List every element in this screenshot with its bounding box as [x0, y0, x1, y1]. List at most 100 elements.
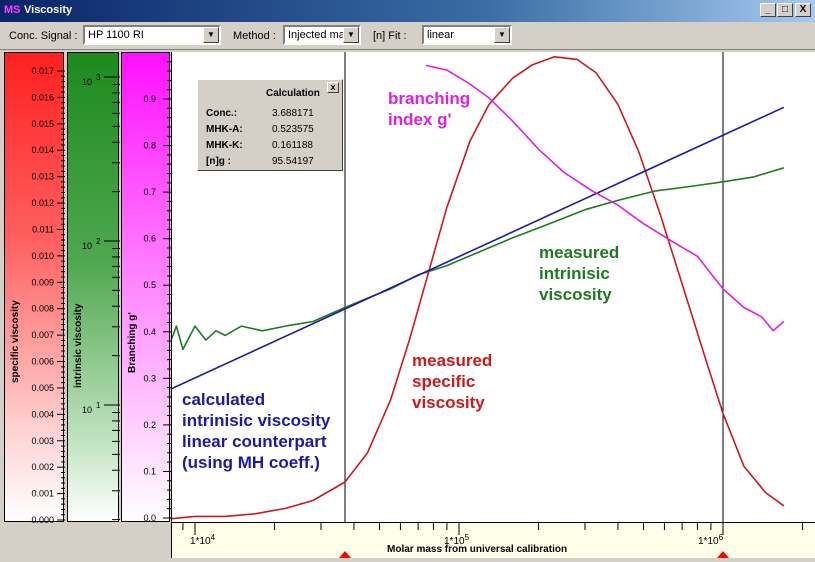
x-tick-exp: 4: [210, 533, 216, 542]
chevron-down-icon[interactable]: ▼: [343, 27, 359, 43]
specific-tick-label: 0.000: [31, 515, 54, 523]
close-icon[interactable]: x: [327, 82, 339, 93]
window-title: Viscosity: [24, 4, 73, 16]
branching-tick-label: 0.2: [143, 420, 156, 430]
annotation-line: intrinisic viscosity: [182, 411, 331, 430]
intrinsic-tick-base: 10: [82, 77, 92, 87]
calc-key: Conc.:: [206, 108, 238, 119]
cursor-marker: [717, 551, 729, 558]
calc-key: MHK-K:: [206, 140, 243, 151]
annotation-line: branching: [388, 89, 471, 108]
branching-tick-label: 0.8: [143, 141, 156, 151]
intrinsic-tick-exp: 2: [96, 237, 101, 246]
conc-signal-select[interactable]: HP 1100 RI ▼: [83, 25, 221, 45]
annotation-line: index g': [388, 110, 452, 129]
branching-tick-label: 0.5: [143, 280, 156, 290]
calc-key: [n]g :: [206, 156, 231, 167]
x-tick-label-1e5: 1*105: [444, 533, 470, 547]
specific-tick-label: 0.002: [31, 462, 54, 472]
calc-value: 0.523575: [272, 124, 314, 135]
x-tick-exp: 6: [718, 533, 724, 542]
calculated-viscosity-line: [172, 106, 785, 390]
minimize-button[interactable]: _: [760, 3, 776, 17]
intrinsic-tick-exp: 1: [96, 401, 101, 410]
branching-axis-label: Branching g': [127, 312, 138, 373]
chevron-down-icon[interactable]: ▼: [494, 27, 510, 43]
specific-viscosity-ticks: 0.017 0.016 0.015 0.014 0.013 0.012 0.011 0.010…: [31, 66, 65, 525]
method-label: Method :: [233, 30, 276, 42]
app-logo: MS: [4, 4, 21, 16]
conc-signal-label: Conc. Signal :: [9, 30, 78, 42]
annotation-line: measured: [539, 243, 620, 262]
intrinsic-viscosity-axis-label: intrinsic viscosity: [73, 303, 84, 388]
close-button[interactable]: X: [795, 3, 811, 17]
fit-value: linear: [427, 29, 454, 41]
specific-tick-label: 0.001: [31, 489, 54, 499]
branching-tick-label: 0.1: [143, 466, 156, 476]
specific-viscosity-axis-label: specific viscosity: [10, 300, 21, 383]
branching-tick-label: 0.9: [143, 94, 156, 104]
specific-tick-label: 0.011: [32, 224, 54, 234]
intrinsic-viscosity-scale: intrinsic viscosity 10 3 10 2 10 1: [67, 52, 120, 522]
specific-tick-label: 0.014: [31, 145, 54, 155]
calculation-panel[interactable]: Calculation x Conc.: 3.688171 MHK-A: 0.5…: [197, 79, 343, 171]
calculation-title: Calculation: [266, 88, 320, 99]
specific-tick-label: 0.008: [31, 304, 54, 314]
calc-value: 0.161188: [272, 140, 313, 151]
specific-tick-label: 0.005: [31, 383, 54, 393]
annotation-measured-specific: measured specific viscosity: [412, 350, 492, 413]
specific-tick-label: 0.016: [31, 92, 54, 102]
intrinsic-tick-exp: 3: [96, 73, 101, 82]
branching-ticks: 0.9 0.8 0.7 0.6 0.5 0.4 0.3 0.2 0.1 0.0: [143, 61, 171, 523]
annotation-line: intrinisic: [539, 264, 610, 283]
x-tick-label-1e6: 1*106: [698, 533, 724, 547]
annotation-calculated: calculated intrinisic viscosity linear c…: [182, 389, 330, 473]
annotation-branching-index: branching index g': [388, 88, 470, 130]
specific-tick-label: 0.013: [31, 172, 54, 182]
calc-value: 95.54197: [272, 156, 314, 167]
calc-value: 3.688171: [272, 108, 314, 119]
branching-tick-label: 0.7: [143, 187, 156, 197]
fit-select[interactable]: linear ▼: [422, 25, 512, 45]
x-tick-exp: 5: [464, 533, 470, 542]
x-axis: 1*104 1*105 1*106 Molar mass from univer…: [171, 522, 815, 558]
branching-tick-label: 0.0: [143, 513, 156, 523]
x-tick-label-1e4: 1*104: [190, 533, 216, 547]
annotation-measured-intrinsic: measured intrinisic viscosity: [539, 242, 619, 305]
chart-canvas[interactable]: [172, 52, 815, 522]
x-tick-base: 1*10: [698, 536, 719, 547]
maximize-button[interactable]: □: [777, 3, 793, 17]
specific-tick-label: 0.010: [31, 251, 54, 261]
specific-tick-label: 0.003: [31, 436, 54, 446]
x-tick-base: 1*10: [444, 536, 465, 547]
fit-label: [n] Fit :: [373, 30, 407, 42]
toolbar: Conc. Signal : HP 1100 RI ▼ Method : Inj…: [0, 22, 815, 50]
conc-signal-value: HP 1100 RI: [88, 29, 144, 41]
chevron-down-icon[interactable]: ▼: [203, 27, 219, 43]
specific-viscosity-scale: specific viscosity 0.017 0.016 0.015 0.014 0…: [4, 52, 65, 525]
method-value: Injected mas: [288, 29, 351, 41]
annotation-line: specific: [412, 372, 476, 391]
intrinsic-tick-base: 10: [82, 241, 92, 251]
branching-scale: Branching g' 0.9 0.8 0.7 0.6 0.5 0.4 0.3 0.2 0.1…: [121, 52, 171, 523]
branching-tick-label: 0.6: [143, 234, 156, 244]
method-select[interactable]: Injected mas ▼: [283, 25, 361, 45]
specific-tick-label: 0.017: [31, 66, 54, 76]
intrinsic-viscosity-ticks: 10 3 10 2 10 1: [82, 73, 120, 521]
specific-tick-label: 0.007: [31, 330, 54, 340]
branching-tick-label: 0.3: [143, 373, 156, 383]
annotation-line: linear counterpart: [182, 432, 327, 451]
intrinsic-tick-base: 10: [82, 405, 92, 415]
specific-viscosity-line: [172, 56, 785, 520]
cursor-marker: [339, 551, 352, 558]
annotation-line: (using MH coeff.): [182, 453, 320, 472]
calc-key: MHK-A:: [206, 124, 243, 135]
intrinsic-viscosity-line: [172, 167, 785, 351]
specific-tick-label: 0.004: [31, 409, 54, 419]
annotation-line: measured: [412, 351, 493, 370]
annotation-line: calculated: [182, 390, 266, 409]
x-tick-base: 1*10: [190, 536, 211, 547]
x-axis-label: Molar mass from universal calibration: [387, 544, 568, 555]
specific-tick-label: 0.012: [31, 198, 54, 208]
branching-index-line: [425, 64, 785, 332]
